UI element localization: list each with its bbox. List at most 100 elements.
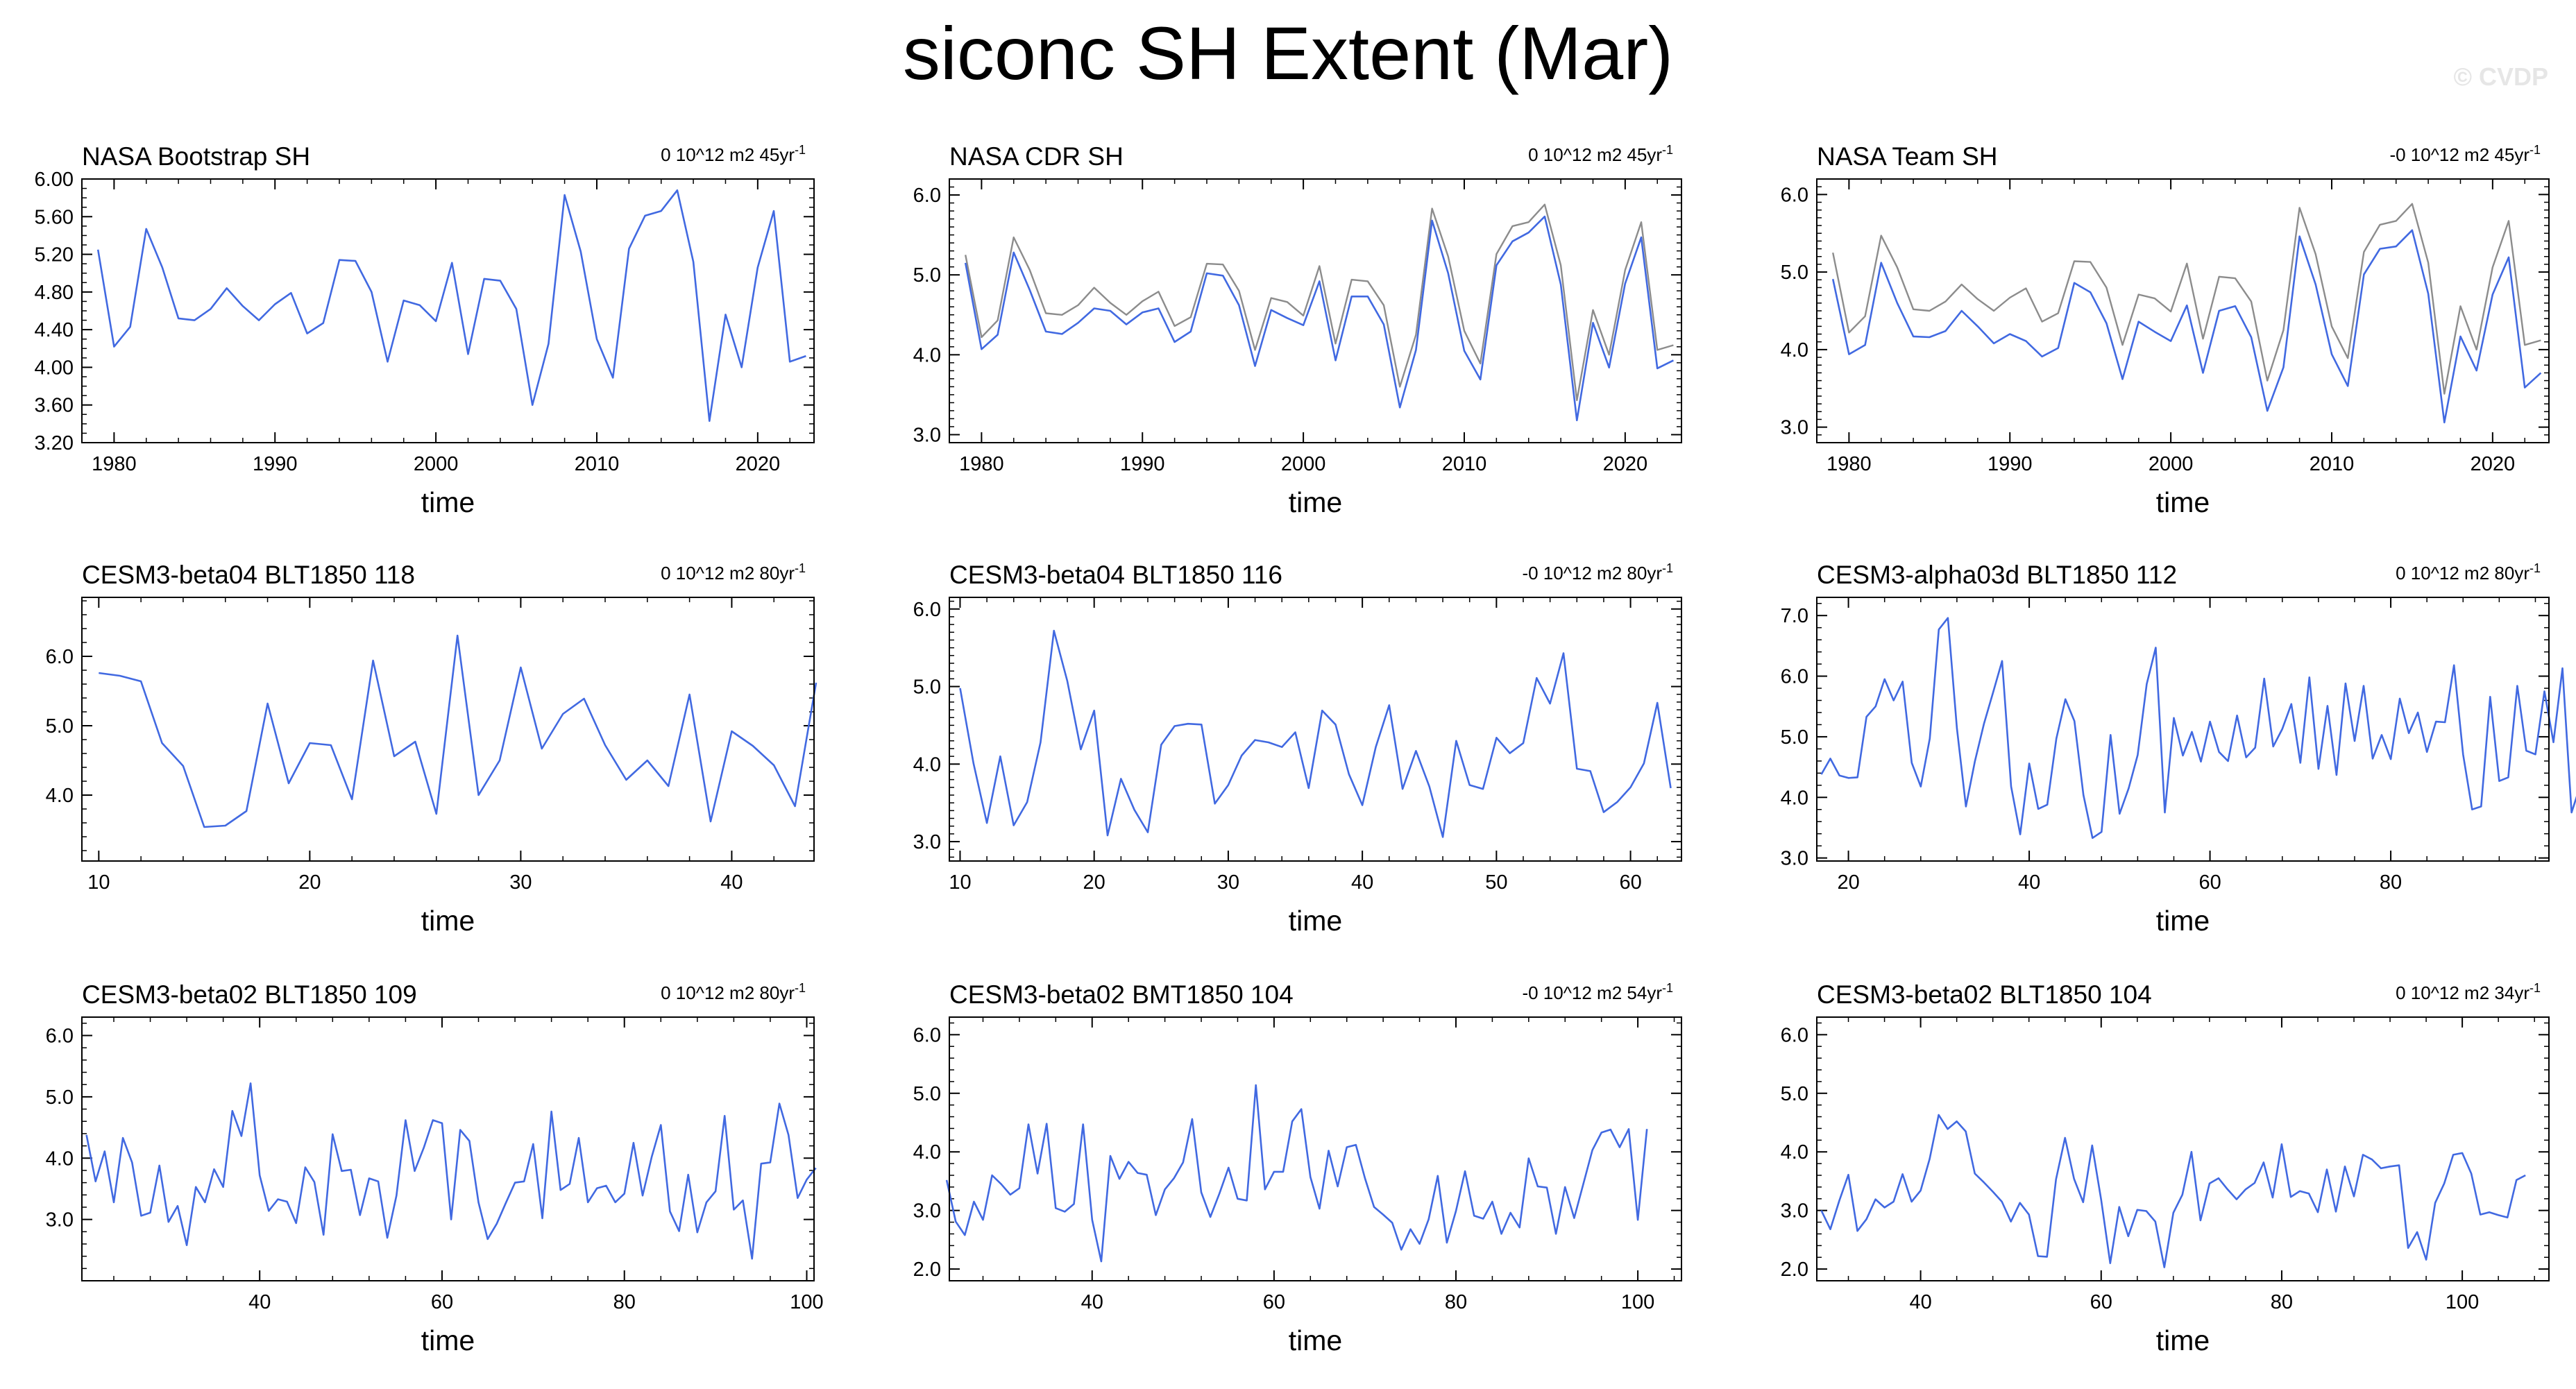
trend-label: 0 10^12 m2 45yr-1 <box>661 143 806 165</box>
cvdp-watermark: © CVDP <box>2453 62 2548 91</box>
figure-title: siconc SH Extent (Mar) <box>902 11 1674 95</box>
x-tick-label: 40 <box>1081 1291 1103 1313</box>
trend-label: 0 10^12 m2 34yr-1 <box>2396 981 2541 1003</box>
y-tick-label: 3.0 <box>913 424 941 446</box>
y-tick-label: 4.00 <box>35 357 74 379</box>
y-tick-label: 5.20 <box>35 244 74 266</box>
panel-title: CESM3-beta04 BLT1850 118 <box>82 561 415 589</box>
plot-frame <box>81 1016 815 1281</box>
x-tick-label: 60 <box>2090 1291 2112 1313</box>
y-tick-label: 5.60 <box>35 206 74 228</box>
y-tick-label: 3.0 <box>1781 417 1808 439</box>
x-tick-label: 1990 <box>1988 453 2033 475</box>
y-tick-label: 4.0 <box>46 1148 74 1170</box>
x-tick-label: 1990 <box>253 453 298 475</box>
y-tick-label: 4.0 <box>913 1141 941 1164</box>
chart-panel: CESM3-alpha03d BLT1850 112 0 10^12 m2 80y… <box>1781 561 2576 937</box>
y-tick-label: 5.0 <box>913 676 941 699</box>
chart-panel: NASA Bootstrap SH 0 10^12 m2 45yr-1 3.20 3.… <box>35 142 815 518</box>
reference-series-line <box>1832 203 2541 395</box>
y-tick-label: 6.0 <box>1781 1024 1808 1046</box>
y-tick-label: 4.0 <box>913 753 941 776</box>
y-tick-label: 4.0 <box>1781 339 1808 361</box>
x-tick-label: 100 <box>1621 1291 1654 1313</box>
panel-title: CESM3-beta04 BLT1850 116 <box>949 561 1282 589</box>
series-line <box>964 215 1674 422</box>
y-tick-label: 6.00 <box>35 169 74 191</box>
trend-label: -0 10^12 m2 54yr-1 <box>1522 981 1673 1003</box>
y-tick-label: 6.0 <box>913 599 941 621</box>
x-tick-label: 2010 <box>2310 453 2355 475</box>
chart-panel: CESM3-beta02 BLT1850 104 0 10^12 m2 34yr-… <box>1781 980 2550 1356</box>
x-tick-label: 2020 <box>736 453 781 475</box>
series-line <box>96 189 806 423</box>
series-line <box>85 1082 817 1260</box>
x-tick-label: 2010 <box>1442 453 1487 475</box>
y-tick-label: 4.0 <box>1781 1141 1808 1164</box>
x-tick-label: 40 <box>1351 871 1373 894</box>
plot-frame <box>949 597 1682 862</box>
panel-title: CESM3-beta02 BMT1850 104 <box>949 980 1294 1009</box>
trend-label: 0 10^12 m2 80yr-1 <box>661 561 806 583</box>
x-tick-label: 20 <box>1083 871 1105 894</box>
x-tick-label: 80 <box>2380 871 2402 894</box>
plot-frame <box>81 597 815 862</box>
y-tick-label: 4.0 <box>1781 787 1808 809</box>
x-tick-label: 1980 <box>959 453 1004 475</box>
trend-label: -0 10^12 m2 45yr-1 <box>2389 143 2541 165</box>
y-tick-label: 5.0 <box>1781 1083 1808 1105</box>
y-tick-label: 5.0 <box>913 1083 941 1105</box>
x-axis-label: time <box>1289 1324 1342 1356</box>
y-tick-label: 3.0 <box>1781 848 1808 870</box>
y-tick-label: 3.0 <box>913 831 941 853</box>
y-tick-label: 3.0 <box>913 1200 941 1222</box>
y-tick-label: 2.0 <box>913 1259 941 1281</box>
y-tick-label: 6.0 <box>913 185 941 207</box>
x-tick-label: 50 <box>1485 871 1507 894</box>
plot-frame <box>1816 178 2550 443</box>
x-axis-label: time <box>421 486 475 518</box>
chart-panel: CESM3-beta04 BLT1850 118 0 10^12 m2 80yr-… <box>46 561 817 937</box>
x-tick-label: 20 <box>298 871 321 894</box>
x-tick-label: 30 <box>509 871 532 894</box>
y-tick-label: 5.0 <box>46 1087 74 1109</box>
y-tick-label: 6.0 <box>1781 184 1808 206</box>
y-tick-label: 6.0 <box>46 646 74 668</box>
panel-title: NASA CDR SH <box>949 142 1124 171</box>
series-line <box>945 1084 1648 1263</box>
x-axis-label: time <box>2156 905 2210 937</box>
plot-frame <box>949 1016 1682 1281</box>
trend-label: 0 10^12 m2 45yr-1 <box>1528 143 1673 165</box>
trend-label: 0 10^12 m2 80yr-1 <box>661 981 806 1003</box>
x-axis-label: time <box>421 1324 475 1356</box>
y-tick-label: 3.0 <box>46 1209 74 1232</box>
chart-panel: CESM3-beta02 BMT1850 104 -0 10^12 m2 54yr… <box>913 980 1682 1356</box>
x-tick-label: 1980 <box>92 453 137 475</box>
x-tick-label: 20 <box>1837 871 1859 894</box>
y-tick-label: 5.0 <box>913 264 941 287</box>
trend-label: 0 10^12 m2 80yr-1 <box>2396 561 2541 583</box>
panel-title: CESM3-alpha03d BLT1850 112 <box>1817 561 2177 589</box>
x-tick-label: 40 <box>248 1291 271 1313</box>
panel-title: CESM3-beta02 BLT1850 104 <box>1817 980 2152 1009</box>
series-line <box>1820 1114 2526 1268</box>
x-axis-label: time <box>1289 486 1342 518</box>
y-tick-label: 5.0 <box>1781 262 1808 284</box>
y-tick-label: 5.0 <box>1781 726 1808 749</box>
panel-title: NASA Team SH <box>1817 142 1997 171</box>
y-tick-label: 4.40 <box>35 319 74 341</box>
x-tick-label: 1990 <box>1120 453 1165 475</box>
x-tick-label: 10 <box>87 871 110 894</box>
x-axis-label: time <box>2156 1324 2210 1356</box>
x-tick-label: 80 <box>1445 1291 1467 1313</box>
x-tick-label: 60 <box>1619 871 1641 894</box>
x-tick-label: 40 <box>1909 1291 1931 1313</box>
y-tick-label: 3.0 <box>1781 1200 1808 1222</box>
x-tick-label: 60 <box>1263 1291 1285 1313</box>
x-tick-label: 2000 <box>2149 453 2194 475</box>
y-tick-label: 6.0 <box>1781 666 1808 688</box>
x-tick-label: 40 <box>2018 871 2040 894</box>
y-tick-label: 4.80 <box>35 282 74 304</box>
y-tick-label: 2.0 <box>1781 1259 1808 1281</box>
